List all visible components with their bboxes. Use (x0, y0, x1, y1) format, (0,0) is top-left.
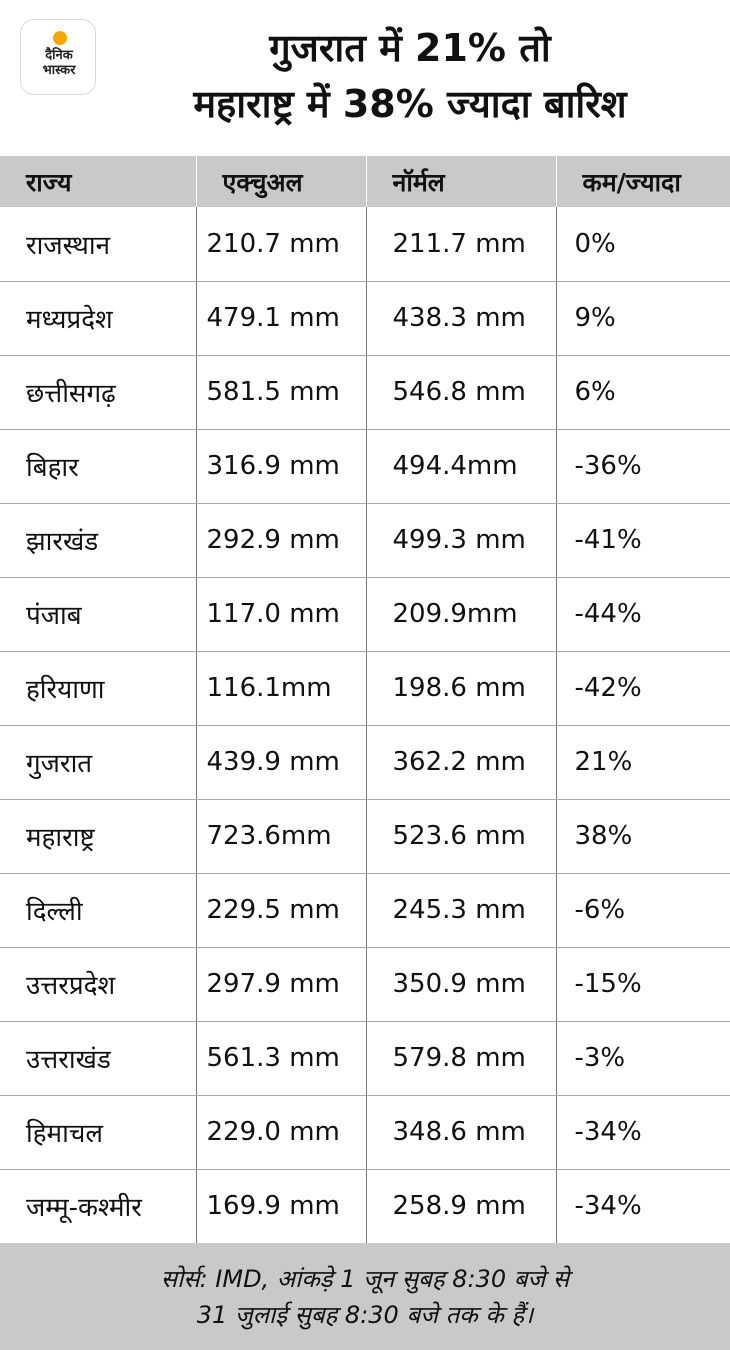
actual-cell: 292.9 mm (196, 503, 367, 578)
actual-cell: 210.7 mm (196, 207, 367, 282)
table-row: मध्यप्रदेश 479.1 mm 438.3 mm 9% (0, 281, 730, 356)
normal-cell: 362.2 mm (366, 725, 557, 800)
normal-cell: 350.9 mm (366, 947, 557, 1022)
actual-cell: 561.3 mm (196, 1021, 367, 1096)
deviation-cell: 38% (556, 799, 730, 874)
normal-cell: 258.9 mm (366, 1169, 557, 1244)
actual-cell: 439.9 mm (196, 725, 367, 800)
header: दैनिक भास्कर गुजरात में 21% तो महाराष्ट्… (0, 0, 730, 156)
state-cell: गुजरात (0, 725, 197, 800)
deviation-cell: -44% (556, 577, 730, 652)
logo-line-2: भास्कर (42, 63, 76, 78)
logo-line-1: दैनिक (45, 48, 73, 63)
sun-icon (53, 31, 67, 45)
table-row: गुजरात 439.9 mm 362.2 mm 21% (0, 725, 730, 800)
normal-cell: 438.3 mm (366, 281, 557, 356)
state-cell: मध्यप्रदेश (0, 281, 197, 356)
table-row: हिमाचल 229.0 mm 348.6 mm -34% (0, 1095, 730, 1170)
header-state: राज्य (0, 156, 197, 207)
actual-cell: 229.5 mm (196, 873, 367, 948)
actual-cell: 723.6mm (196, 799, 367, 874)
state-cell: उत्तराखंड (0, 1021, 197, 1096)
header-actual: एक्चुअल (196, 156, 367, 207)
actual-cell: 117.0 mm (196, 577, 367, 652)
normal-cell: 198.6 mm (366, 651, 557, 726)
title-line-1: गुजरात में 21% तो (269, 26, 551, 70)
header-normal: नॉर्मल (366, 156, 557, 207)
state-cell: जम्मू-कश्मीर (0, 1169, 197, 1244)
deviation-cell: -15% (556, 947, 730, 1022)
state-cell: महाराष्ट्र (0, 799, 197, 874)
actual-cell: 297.9 mm (196, 947, 367, 1022)
table-row: छत्तीसगढ़ 581.5 mm 546.8 mm 6% (0, 355, 730, 430)
normal-cell: 523.6 mm (366, 799, 557, 874)
deviation-cell: 21% (556, 725, 730, 800)
state-cell: पंजाब (0, 577, 197, 652)
deviation-cell: 0% (556, 207, 730, 282)
actual-cell: 316.9 mm (196, 429, 367, 504)
normal-cell: 211.7 mm (366, 207, 557, 282)
table-row: पंजाब 117.0 mm 209.9mm -44% (0, 577, 730, 652)
actual-cell: 116.1mm (196, 651, 367, 726)
source-note: सोर्स: IMD, आंकड़े 1 जून सुबह 8:30 बजे स… (0, 1243, 730, 1350)
logo-text: दैनिक भास्कर (27, 48, 91, 78)
deviation-cell: -34% (556, 1095, 730, 1170)
table-row: जम्मू-कश्मीर 169.9 mm 258.9 mm -34% (0, 1169, 730, 1244)
normal-cell: 494.4mm (366, 429, 557, 504)
actual-cell: 169.9 mm (196, 1169, 367, 1244)
title-line-2: महाराष्ट्र में 38% ज्यादा बारिश (193, 82, 627, 126)
state-cell: झारखंड (0, 503, 197, 578)
table-row: बिहार 316.9 mm 494.4mm -36% (0, 429, 730, 504)
table-row: महाराष्ट्र 723.6mm 523.6 mm 38% (0, 799, 730, 874)
actual-cell: 229.0 mm (196, 1095, 367, 1170)
deviation-cell: -3% (556, 1021, 730, 1096)
deviation-cell: -41% (556, 503, 730, 578)
state-cell: छत्तीसगढ़ (0, 355, 197, 430)
table-row: राजस्थान 210.7 mm 211.7 mm 0% (0, 207, 730, 282)
deviation-cell: 9% (556, 281, 730, 356)
table-row: उत्तरप्रदेश 297.9 mm 350.9 mm -15% (0, 947, 730, 1022)
actual-cell: 479.1 mm (196, 281, 367, 356)
source-line-2: 31 जुलाई सुबह 8:30 बजे तक के हैं। (196, 1301, 534, 1329)
state-cell: राजस्थान (0, 207, 197, 282)
state-cell: हरियाणा (0, 651, 197, 726)
state-cell: हिमाचल (0, 1095, 197, 1170)
normal-cell: 348.6 mm (366, 1095, 557, 1170)
state-cell: दिल्ली (0, 873, 197, 948)
rainfall-table: राज्य एक्चुअल नॉर्मल कम/ज्यादा राजस्थान 2… (0, 156, 730, 1244)
table-row: हरियाणा 116.1mm 198.6 mm -42% (0, 651, 730, 726)
deviation-cell: -36% (556, 429, 730, 504)
table-row: झारखंड 292.9 mm 499.3 mm -41% (0, 503, 730, 578)
source-line-1: सोर्स: IMD, आंकड़े 1 जून सुबह 8:30 बजे स… (160, 1265, 570, 1293)
normal-cell: 579.8 mm (366, 1021, 557, 1096)
normal-cell: 499.3 mm (366, 503, 557, 578)
state-cell: बिहार (0, 429, 197, 504)
dainik-bhaskar-logo: दैनिक भास्कर (20, 19, 96, 95)
table-row: दिल्ली 229.5 mm 245.3 mm -6% (0, 873, 730, 948)
normal-cell: 209.9mm (366, 577, 557, 652)
state-cell: उत्तरप्रदेश (0, 947, 197, 1022)
deviation-cell: -42% (556, 651, 730, 726)
actual-cell: 581.5 mm (196, 355, 367, 430)
page-title: गुजरात में 21% तो महाराष्ट्र में 38% ज्य… (110, 20, 710, 132)
deviation-cell: -6% (556, 873, 730, 948)
deviation-cell: 6% (556, 355, 730, 430)
normal-cell: 245.3 mm (366, 873, 557, 948)
deviation-cell: -34% (556, 1169, 730, 1244)
table-row: उत्तराखंड 561.3 mm 579.8 mm -3% (0, 1021, 730, 1096)
normal-cell: 546.8 mm (366, 355, 557, 430)
header-deviation: कम/ज्यादा (582, 167, 681, 197)
table-header-row: राज्य एक्चुअल नॉर्मल कम/ज्यादा (0, 156, 730, 207)
